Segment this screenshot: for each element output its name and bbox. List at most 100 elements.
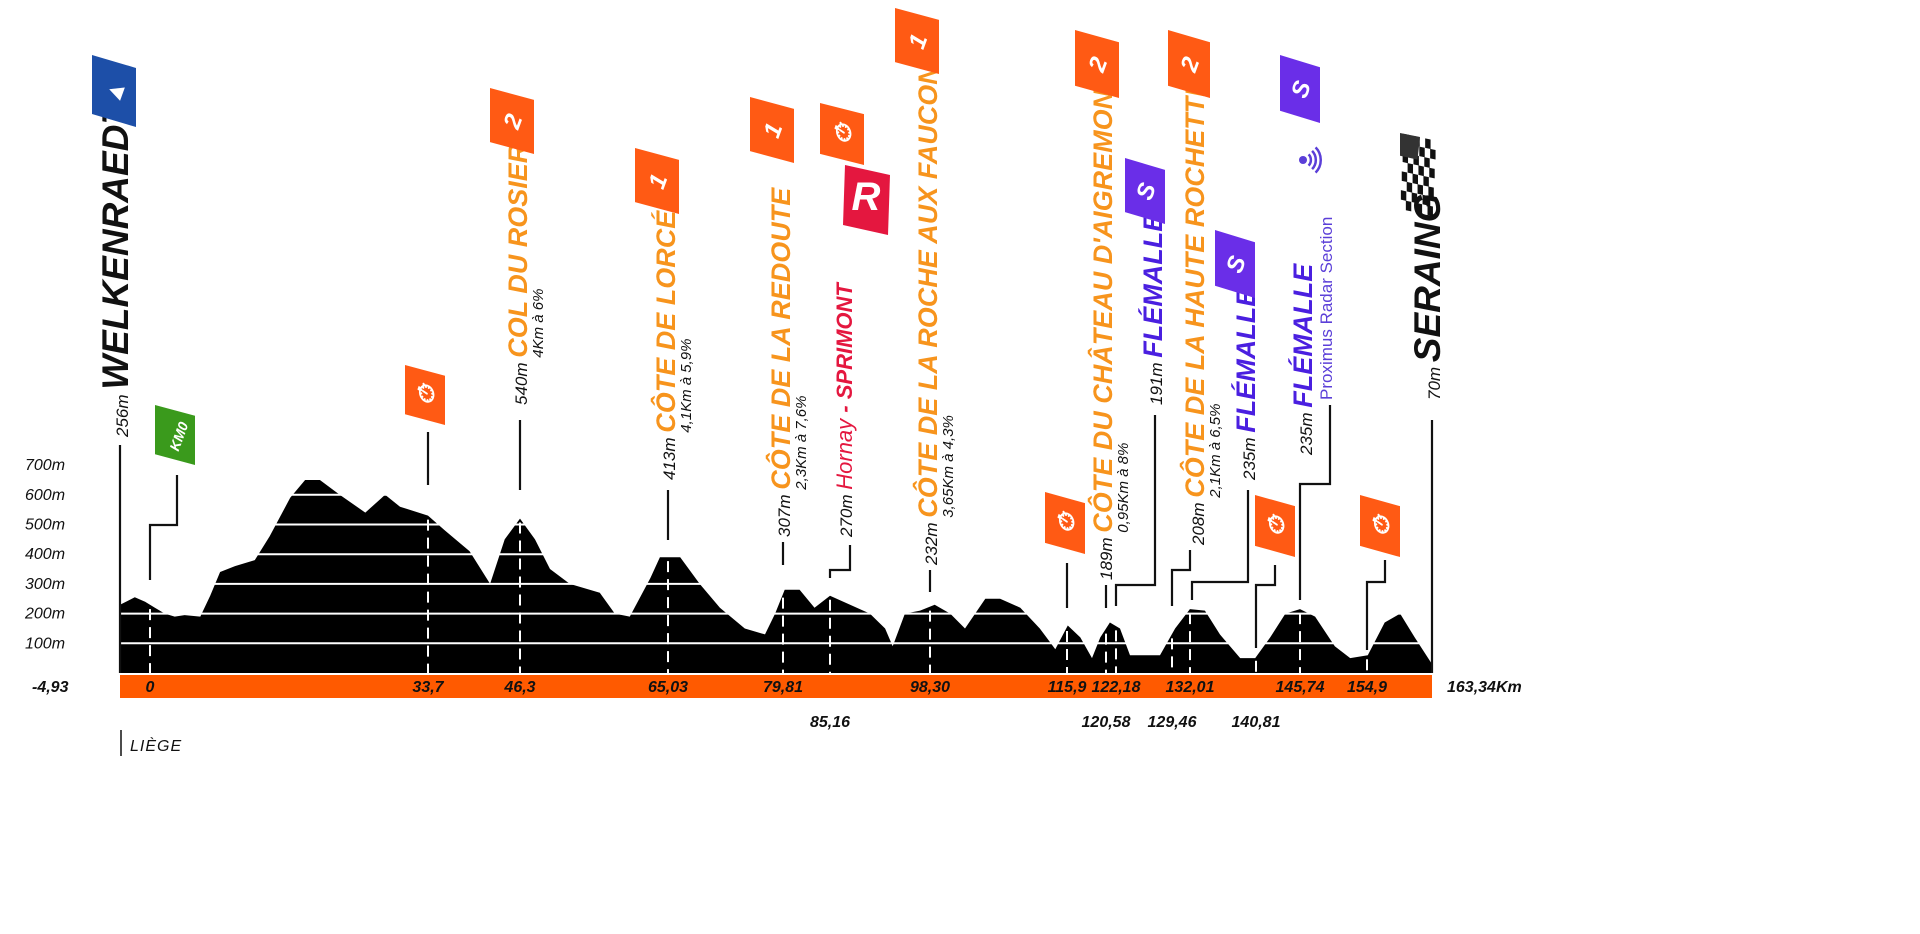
marker-elevation: 307m xyxy=(775,490,794,537)
marker-name: FLÉMALLE xyxy=(1137,213,1168,358)
gridlines xyxy=(120,493,1432,645)
bonus-flag-icon: ⏱ xyxy=(1360,495,1400,557)
svg-text:540m COL DU ROSIER: 540m COL DU ROSIER xyxy=(503,143,533,405)
marker-elevation: 256m xyxy=(113,390,132,438)
segment-s-flag-icon: S xyxy=(1125,158,1165,224)
marker-elevation: 208m xyxy=(1189,498,1208,546)
km-tick-label: 145,74 xyxy=(1276,679,1325,696)
y-tick-label: 300m xyxy=(25,576,65,593)
marker-name: COL DU ROSIER xyxy=(503,143,533,358)
bonus-flag-icon: ⏱ xyxy=(820,103,864,165)
climb-detail: 3,65Km à 4,3% xyxy=(940,415,957,518)
segment-s-flag-icon: S xyxy=(1280,55,1320,123)
bonus-flag-icon: ⏱ xyxy=(405,365,445,425)
marker-name: CÔTE DE LA REDOUTE xyxy=(765,187,796,490)
marker-elevation: 235m xyxy=(1297,408,1316,456)
leader-lines xyxy=(118,405,1434,673)
climb-cat-2-flag-icon: 2 xyxy=(1168,30,1210,98)
marker-elevation: 270m xyxy=(837,490,856,538)
y-tick-label: 700m xyxy=(25,457,65,474)
marker-elevation: 70m xyxy=(1425,362,1444,400)
km-tick-label: 129,46 xyxy=(1148,714,1197,731)
marker-label-flemalle1: 191m FLÉMALLE xyxy=(1137,213,1168,405)
svg-text:189m CÔTE DU CHÂTEAU D'AIGREMO: 189m CÔTE DU CHÂTEAU D'AIGREMONT xyxy=(1087,71,1118,580)
marker-name: FLÉMALLE xyxy=(1230,288,1261,433)
marker-name: CÔTE DE LA HAUTE ROCHETTE xyxy=(1179,78,1210,498)
marker-elevation: 235m xyxy=(1240,433,1259,481)
footer-city-label: LIÈGE xyxy=(130,736,182,755)
leader-line xyxy=(1190,490,1250,600)
svg-text:256m WELKENRAEDT: 256m WELKENRAEDT xyxy=(95,99,136,438)
km-tick-label: 79,81 xyxy=(763,679,803,696)
y-tick-label: 400m xyxy=(25,546,65,563)
marker-name: FLÉMALLE xyxy=(1287,263,1318,408)
svg-text:235m FLÉMALLE: 235m FLÉMALLE xyxy=(1230,288,1261,481)
finish-flag-icon xyxy=(1400,133,1436,217)
km-tick-label: 132,01 xyxy=(1166,679,1215,696)
elevation-profile-area xyxy=(120,480,1432,673)
marker-name: CÔTE DU CHÂTEAU D'AIGREMONT xyxy=(1087,71,1118,533)
radar-section-label: Proximus Radar Section xyxy=(1317,217,1336,400)
climb-detail: 0,95Km à 8% xyxy=(1115,443,1132,533)
km-tick-label: 120,58 xyxy=(1082,714,1131,731)
km-tick-label: 140,81 xyxy=(1232,714,1281,731)
segment-s-flag-icon: S xyxy=(1215,230,1255,298)
bonus-flag-icon: ⏱ xyxy=(1045,492,1085,554)
climb-cat-1-flag-icon: 1 xyxy=(750,97,794,163)
svg-text:270m Hornay - SPRIMONT: 270m Hornay - SPRIMONT xyxy=(832,282,857,538)
climb-cat-1-flag-icon: 1 xyxy=(635,148,679,214)
leader-line xyxy=(1298,405,1332,600)
svg-text:235m FLÉMALLE: 235m FLÉMALLE xyxy=(1287,263,1318,456)
svg-text:191m FLÉMALLE: 191m FLÉMALLE xyxy=(1137,213,1168,405)
svg-text:232m CÔTE DE LA ROCHE AUX FAUC: 232m CÔTE DE LA ROCHE AUX FAUCONS xyxy=(912,47,943,566)
climb-detail: 2,3Km à 7,6% xyxy=(793,396,810,491)
marker-name: WELKENRAEDT xyxy=(95,99,136,390)
marker-label-flemalle2: 235m FLÉMALLE xyxy=(1230,288,1261,481)
marker-name: SERAING xyxy=(1407,194,1448,363)
km-tick-label: 65,03 xyxy=(648,679,688,696)
leader-line xyxy=(828,545,852,578)
km-dashed-lines xyxy=(149,519,1368,673)
svg-text:413m CÔTE DE LORCÉ: 413m CÔTE DE LORCÉ xyxy=(650,210,681,480)
km-tick-label: 122,18 xyxy=(1092,679,1141,696)
km-tick-label: 33,7 xyxy=(412,679,444,696)
svg-text:208m CÔTE DE LA HAUTE ROCHETTE: 208m CÔTE DE LA HAUTE ROCHETTE xyxy=(1179,78,1210,546)
radar-signal-icon xyxy=(1299,146,1322,174)
marker-label-sprimont: 270m Hornay - SPRIMONT xyxy=(832,282,857,538)
leader-line xyxy=(1114,415,1157,606)
svg-text:70m SERAING: 70m SERAING xyxy=(1407,194,1448,400)
distance-bar xyxy=(120,675,1432,698)
leader-line xyxy=(148,475,179,580)
y-tick-label: 200m xyxy=(24,606,65,623)
y-axis: 700m 600m 500m 400m 300m 200m 100m xyxy=(24,457,65,652)
climb-detail: 2,1Km à 6,5% xyxy=(1207,404,1224,499)
km-tick-label: 85,16 xyxy=(810,714,850,731)
marker-label-start: 256m WELKENRAEDT xyxy=(95,99,136,438)
km-tick-labels: 0 33,7 46,3 65,03 79,81 85,16 98,30 115,9 120,58… xyxy=(146,679,1388,731)
leader-line xyxy=(1365,560,1387,650)
km0-flag-icon: KM0 xyxy=(155,405,195,465)
km-tick-label: 98,30 xyxy=(910,679,950,696)
marker-elevation: 413m xyxy=(660,433,679,480)
km-tick-label: 154,9 xyxy=(1347,679,1387,696)
marker-elevation: 540m xyxy=(512,358,531,405)
start-flag-icon: ▲ xyxy=(92,55,136,127)
flag-glyph: R xyxy=(852,175,881,219)
y-tick-label: 500m xyxy=(25,517,65,534)
y-tick-label: 100m xyxy=(25,635,65,652)
red-sprint-r-icon: R xyxy=(843,165,890,235)
svg-text:307m CÔTE DE LA REDOUTE: 307m CÔTE DE LA REDOUTE xyxy=(765,187,796,537)
marker-label-flemalle3: 235m FLÉMALLE Proximus Radar Section xyxy=(1287,217,1336,456)
km-tick-label: 115,9 xyxy=(1048,679,1087,696)
bonus-flag-icon: ⏱ xyxy=(1255,495,1295,557)
climb-cat-1-flag-icon: 1 xyxy=(895,8,939,74)
marker-locality: Hornay xyxy=(832,417,857,490)
marker-label-finish: 70m SERAING xyxy=(1407,194,1448,400)
climb-detail: 4Km à 6% xyxy=(530,289,547,358)
